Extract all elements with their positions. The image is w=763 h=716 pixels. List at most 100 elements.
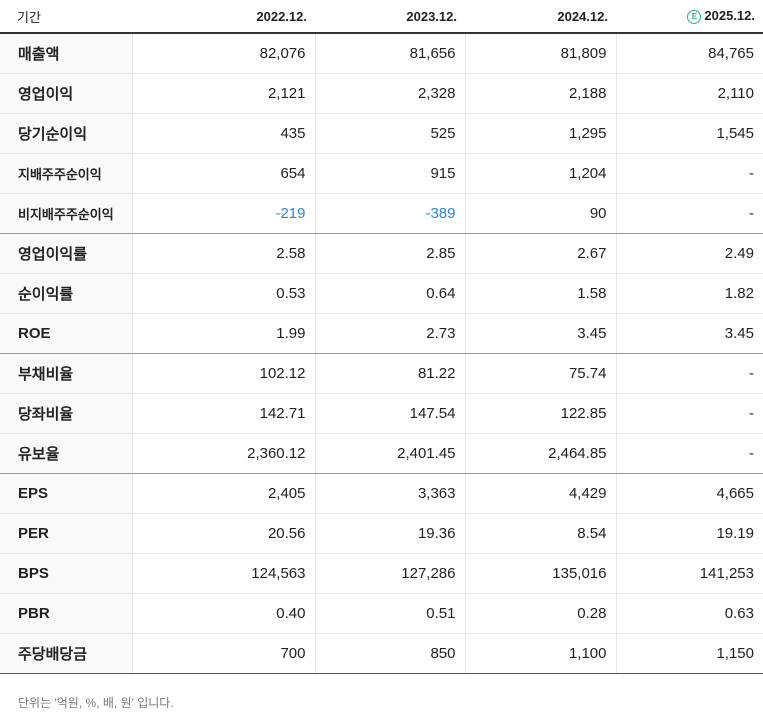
table-row: 비지배주주순이익 -219 -389 90 -: [0, 193, 763, 234]
period-header-estimate: E 2025.12.: [616, 0, 763, 34]
row-label: EPS: [0, 473, 132, 514]
table-cell: 2,360.12: [131, 433, 315, 474]
table-cell: 2,405: [131, 473, 315, 514]
table-cell: 19.36: [314, 513, 465, 554]
table-cell: 1.58: [464, 273, 616, 314]
table-row: 영업이익 2,121 2,328 2,188 2,110: [0, 73, 763, 114]
table-row: ROE 1.99 2.73 3.45 3.45: [0, 313, 763, 354]
table-cell: 2.73: [314, 313, 465, 354]
table-cell: 2,328: [314, 73, 465, 114]
table-cell: 8.54: [464, 513, 616, 554]
table-cell: 142.71: [131, 393, 315, 434]
table-row: 부채비율 102.12 81.22 75.74 -: [0, 353, 763, 394]
table-cell: 2,110: [615, 73, 763, 114]
table-cell: 81,656: [314, 33, 465, 74]
row-label: ROE: [0, 313, 132, 354]
table-cell: 81,809: [464, 33, 616, 74]
table-cell: 0.51: [314, 593, 465, 634]
row-label: 영업이익: [0, 73, 132, 114]
table-cell: 4,429: [464, 473, 616, 514]
table-cell: 135,016: [464, 553, 616, 594]
period-header: 2023.12.: [315, 0, 465, 34]
table-row: PER 20.56 19.36 8.54 19.19: [0, 513, 763, 554]
period-header: 2022.12.: [132, 0, 315, 34]
table-cell: 1.99: [131, 313, 315, 354]
period-header-label: 2025.12.: [704, 8, 755, 23]
row-label: 당좌비율: [0, 393, 132, 434]
table-row: 매출액 82,076 81,656 81,809 84,765: [0, 33, 763, 74]
row-label: 지배주주순이익: [0, 153, 132, 194]
table-row: 주당배당금 700 850 1,100 1,150: [0, 633, 763, 674]
row-label: 당기순이익: [0, 113, 132, 154]
table-cell: 75.74: [464, 353, 616, 394]
table-row: 유보율 2,360.12 2,401.45 2,464.85 -: [0, 433, 763, 474]
table-cell: 525: [314, 113, 465, 154]
table-cell: 2.49: [615, 233, 763, 274]
table-cell: 700: [131, 633, 315, 674]
row-label: 부채비율: [0, 353, 132, 394]
table-cell: -: [615, 193, 763, 234]
row-label: PER: [0, 513, 132, 554]
period-header-label: 기간: [0, 0, 132, 34]
table-row: 영업이익률 2.58 2.85 2.67 2.49: [0, 233, 763, 274]
table-cell: 3,363: [314, 473, 465, 514]
table-row: 당기순이익 435 525 1,295 1,545: [0, 113, 763, 154]
table-cell: 2,188: [464, 73, 616, 114]
table-cell: 2.67: [464, 233, 616, 274]
table-cell: 0.28: [464, 593, 616, 634]
table-cell: 90: [464, 193, 616, 234]
table-cell: 1,295: [464, 113, 616, 154]
row-label: 주당배당금: [0, 633, 132, 674]
table-row: PBR 0.40 0.51 0.28 0.63: [0, 593, 763, 634]
table-row: 당좌비율 142.71 147.54 122.85 -: [0, 393, 763, 434]
table-cell: 82,076: [131, 33, 315, 74]
row-label: 매출액: [0, 33, 132, 74]
table-cell: 124,563: [131, 553, 315, 594]
table-row: EPS 2,405 3,363 4,429 4,665: [0, 473, 763, 514]
table-cell: -: [615, 433, 763, 474]
table-cell: 1,100: [464, 633, 616, 674]
table-row: 지배주주순이익 654 915 1,204 -: [0, 153, 763, 194]
table-cell: -: [615, 393, 763, 434]
table-cell: 0.40: [131, 593, 315, 634]
table-cell: 2.85: [314, 233, 465, 274]
table-cell: 915: [314, 153, 465, 194]
table-cell: 1,545: [615, 113, 763, 154]
table-cell: 102.12: [131, 353, 315, 394]
row-label: BPS: [0, 553, 132, 594]
row-label: 순이익률: [0, 273, 132, 314]
period-header: 2024.12.: [465, 0, 616, 34]
table-cell: 147.54: [314, 393, 465, 434]
table-cell: 1,204: [464, 153, 616, 194]
table-cell: 0.53: [131, 273, 315, 314]
row-label: 비지배주주순이익: [0, 193, 132, 234]
table-cell: 122.85: [464, 393, 616, 434]
row-label: 유보율: [0, 433, 132, 474]
table-cell: -: [615, 353, 763, 394]
table-row: BPS 124,563 127,286 135,016 141,253: [0, 553, 763, 594]
table-cell: -: [615, 153, 763, 194]
table-cell: 2,464.85: [464, 433, 616, 474]
table-cell-negative: -389: [314, 193, 465, 234]
table-cell: 0.63: [615, 593, 763, 634]
table-cell: 141,253: [615, 553, 763, 594]
table-cell: 3.45: [615, 313, 763, 354]
table-cell: 1,150: [615, 633, 763, 674]
table-header-row: 기간 2022.12. 2023.12. 2024.12. E 2025.12.: [0, 0, 763, 34]
table-cell: 1.82: [615, 273, 763, 314]
estimate-icon: E: [687, 10, 702, 24]
table-cell: 84,765: [615, 33, 763, 74]
row-label: 영업이익률: [0, 233, 132, 274]
table-cell: 3.45: [464, 313, 616, 354]
financial-summary-table: 기간 2022.12. 2023.12. 2024.12. E 2025.12. …: [0, 0, 763, 674]
table-cell: 4,665: [615, 473, 763, 514]
row-label: PBR: [0, 593, 132, 634]
table-cell: 850: [314, 633, 465, 674]
table-row: 순이익률 0.53 0.64 1.58 1.82: [0, 273, 763, 314]
table-cell: 0.64: [314, 273, 465, 314]
table-cell: 654: [131, 153, 315, 194]
table-cell: 2,121: [131, 73, 315, 114]
table-cell-negative: -219: [131, 193, 315, 234]
table-cell: 435: [131, 113, 315, 154]
table-cell: 2,401.45: [314, 433, 465, 474]
